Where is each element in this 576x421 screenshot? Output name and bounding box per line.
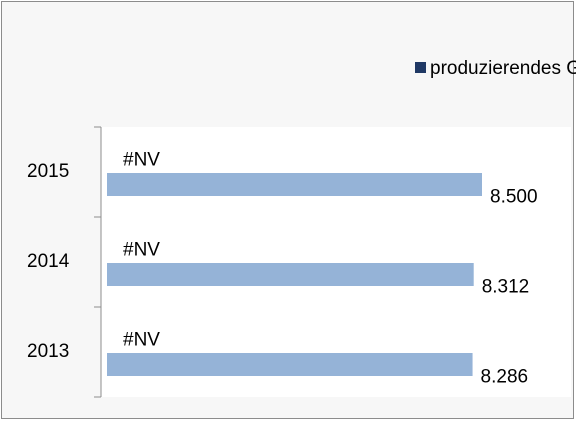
data-label: 8.286 bbox=[481, 367, 529, 388]
bar bbox=[107, 173, 482, 196]
data-label: #NV bbox=[123, 330, 160, 351]
data-label: #NV bbox=[123, 150, 160, 171]
bar bbox=[107, 263, 474, 286]
legend-label: produzierendes Gewerbe bbox=[430, 58, 576, 79]
y-tick-label: 2014 bbox=[27, 251, 70, 272]
y-tick-label: 2015 bbox=[27, 161, 69, 182]
data-label: 8.312 bbox=[482, 277, 530, 298]
bar bbox=[107, 353, 473, 376]
data-label: #NV bbox=[123, 240, 160, 261]
plot-area bbox=[101, 127, 571, 397]
y-tick-label: 2013 bbox=[27, 341, 69, 362]
data-label: 8.500 bbox=[490, 187, 538, 208]
legend-swatch bbox=[415, 62, 426, 73]
